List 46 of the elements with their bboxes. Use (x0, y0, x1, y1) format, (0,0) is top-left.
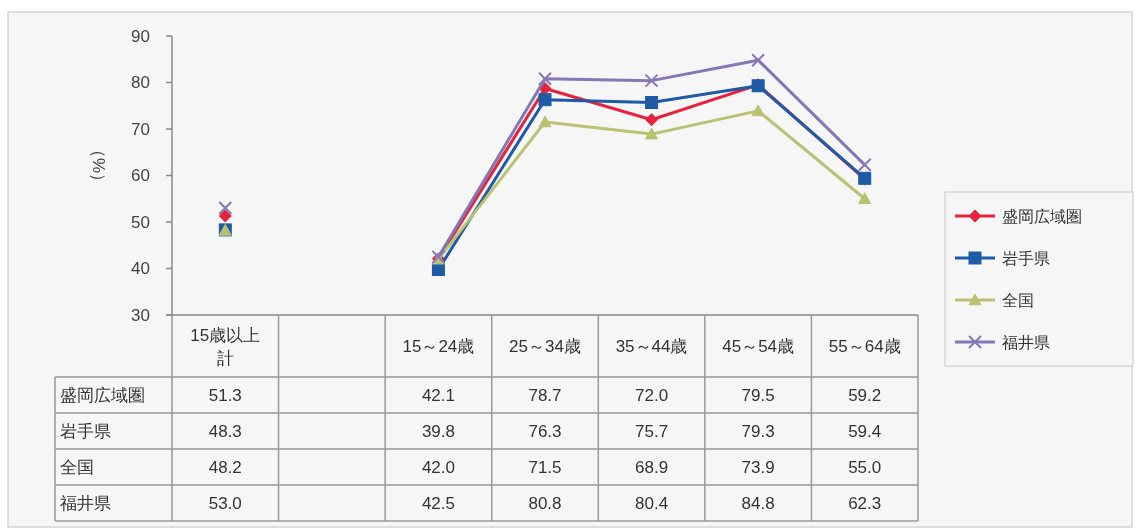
text: 盛岡広域圏 (60, 385, 145, 405)
data-label: 42.0 (421, 457, 455, 477)
data-label: 79.5 (741, 385, 775, 405)
data-label: 76.3 (528, 421, 562, 441)
y-tick-label: 30 (131, 305, 150, 325)
data-label: 71.5 (528, 457, 562, 477)
y-tick-label: 90 (131, 26, 150, 46)
x-tick-label: 55～64歳 (828, 336, 901, 356)
data-label: 48.2 (208, 457, 242, 477)
data-label: 72.0 (635, 385, 669, 405)
data-label: 79.3 (741, 421, 775, 441)
text: 福井県 (60, 493, 111, 513)
x-tick-label: 45～54歳 (722, 336, 795, 356)
x-tick-label: 25～34歳 (509, 336, 581, 356)
data-label: 80.8 (528, 493, 562, 513)
data-label: 68.9 (635, 457, 669, 477)
legend-label: 盛岡広域圏 (1002, 207, 1082, 225)
data-label: 48.3 (208, 421, 242, 441)
y-axis-title: （%） (88, 140, 108, 191)
y-tick-label: 70 (131, 119, 150, 139)
x-tick-label: 35～44歳 (615, 336, 688, 356)
data-label: 75.7 (635, 421, 669, 441)
data-label: 78.7 (528, 385, 562, 405)
data-label: 84.8 (741, 493, 775, 513)
text: 岩手県 (60, 421, 111, 441)
legend-label: 福井県 (1002, 333, 1050, 351)
data-label: 73.9 (741, 457, 775, 477)
data-label: 80.4 (635, 493, 669, 513)
data-label: 51.3 (208, 385, 242, 405)
y-tick-label: 50 (131, 212, 150, 232)
data-label: 59.4 (848, 421, 882, 441)
legend-label: 岩手県 (1002, 249, 1050, 267)
data-label: 42.5 (421, 493, 455, 513)
data-label: 42.1 (421, 385, 455, 405)
y-tick-label: 40 (131, 259, 150, 278)
data-label: 39.8 (421, 421, 455, 441)
data-label: 62.3 (848, 493, 882, 513)
data-label: 59.2 (848, 385, 882, 405)
data-label: 53.0 (208, 493, 242, 513)
data-label: 55.0 (848, 457, 882, 477)
text: 全国 (60, 457, 94, 477)
y-tick-label: 80 (131, 73, 150, 92)
x-tick-label: 15歳以上計 (190, 325, 261, 367)
y-tick-label: 60 (131, 166, 150, 185)
legend-label: 全国 (1002, 291, 1034, 309)
x-tick-label: 15～24歳 (402, 336, 475, 356)
